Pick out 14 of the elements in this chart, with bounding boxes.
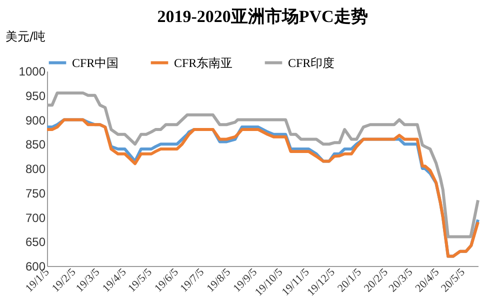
y-axis-title: 美元/吨 — [6, 30, 46, 44]
y-tick-label: 650 — [25, 235, 46, 250]
legend-label: CFR东南亚 — [174, 56, 233, 70]
legend-label: CFR印度 — [288, 56, 335, 70]
y-tick-label: 850 — [25, 138, 46, 152]
y-tick-label: 800 — [25, 162, 46, 176]
y-tick-label: 900 — [25, 113, 46, 128]
y-tick-label: 950 — [25, 88, 46, 103]
y-tick-label: 1000 — [18, 64, 46, 78]
y-tick-label: 700 — [25, 210, 46, 225]
legend-label: CFR中国 — [72, 56, 119, 70]
line-series — [46, 118, 480, 258]
chart-title: 2019-2020亚洲市场PVC走势 — [157, 7, 368, 26]
y-tick-label: 750 — [25, 186, 46, 200]
